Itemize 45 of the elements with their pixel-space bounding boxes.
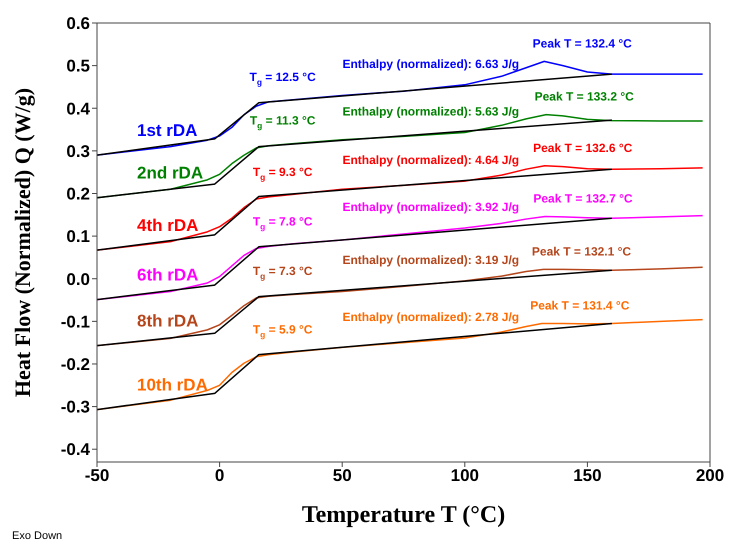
y-tick-label: -0.2: [60, 355, 90, 374]
annotation: T$_{g}$ = 7.8 °C: [252, 214, 313, 232]
annotation: T$_{g}$ = 11.3 °C: [250, 114, 316, 131]
annotation: Peak T = 132.1 °C: [532, 244, 632, 259]
annotation: Peak T = 132.6 °C: [533, 140, 633, 155]
y-tick-label: -0.3: [60, 398, 90, 417]
y-tick-label: 0.2: [66, 184, 90, 204]
annotation: Enthalpy (normalized): 3.19 J/g: [342, 253, 520, 268]
series-label: 4th rDA: [137, 216, 198, 236]
annotation: T$_{g}$ = 7.3 °C: [252, 264, 313, 282]
annotation: Peak T = 133.2 °C: [534, 90, 634, 104]
x-tick-label: 200: [696, 466, 724, 486]
y-tick-label: 0.1: [66, 227, 90, 246]
annotation: Enthalpy (normalized): 4.64 J/g: [342, 153, 520, 168]
annotation: T$_{g}$ = 9.3 °C: [252, 165, 313, 182]
annotation: Enthalpy (normalized): 5.63 J/g: [342, 104, 520, 119]
y-tick-label: 0.3: [66, 142, 90, 161]
y-tick-label: 0.5: [66, 56, 90, 76]
x-tick-label: -50: [84, 466, 110, 486]
annotation: Enthalpy (normalized): 6.63 J/g: [342, 56, 520, 71]
x-tick-label: 0: [214, 466, 224, 486]
x-tick-label: 150: [573, 466, 602, 486]
y-tick-label: 0.6: [66, 14, 90, 34]
y-tick-label: -0.1: [60, 312, 90, 332]
annotation: Enthalpy (normalized): 2.78 J/g: [342, 310, 520, 324]
text: Exo Down: [12, 530, 62, 542]
series-label: 2nd rDA: [137, 164, 204, 183]
annotation: T$_{g}$ = 5.9 °C: [252, 322, 313, 340]
series-label: 8th rDA: [137, 312, 198, 331]
y-axis-title: Heat Flow (Normalized) Q (W/g): [10, 88, 35, 398]
annotation: Peak T = 132.4 °C: [532, 36, 632, 51]
x-axis-title: Temperature T (°C): [302, 502, 506, 528]
series-label: 1st rDA: [137, 121, 198, 140]
line-series: [97, 217, 613, 300]
series-label: 10th rDA: [137, 376, 208, 395]
x-tick-label: 100: [450, 466, 479, 486]
y-tick-label: 0.4: [66, 99, 91, 118]
y-tick-label: -0.4: [60, 440, 91, 460]
annotation: Enthalpy (normalized): 3.92 J/g: [342, 200, 520, 214]
series-label: 6th rDA: [137, 266, 198, 285]
annotation: Peak T = 131.4 °C: [530, 298, 630, 313]
x-tick-label: 50: [332, 466, 352, 486]
annotation: Peak T = 132.7 °C: [533, 192, 633, 206]
annotation: T$_{g}$ = 12.5 °C: [249, 70, 316, 88]
y-tick-label: 0.0: [66, 270, 90, 289]
